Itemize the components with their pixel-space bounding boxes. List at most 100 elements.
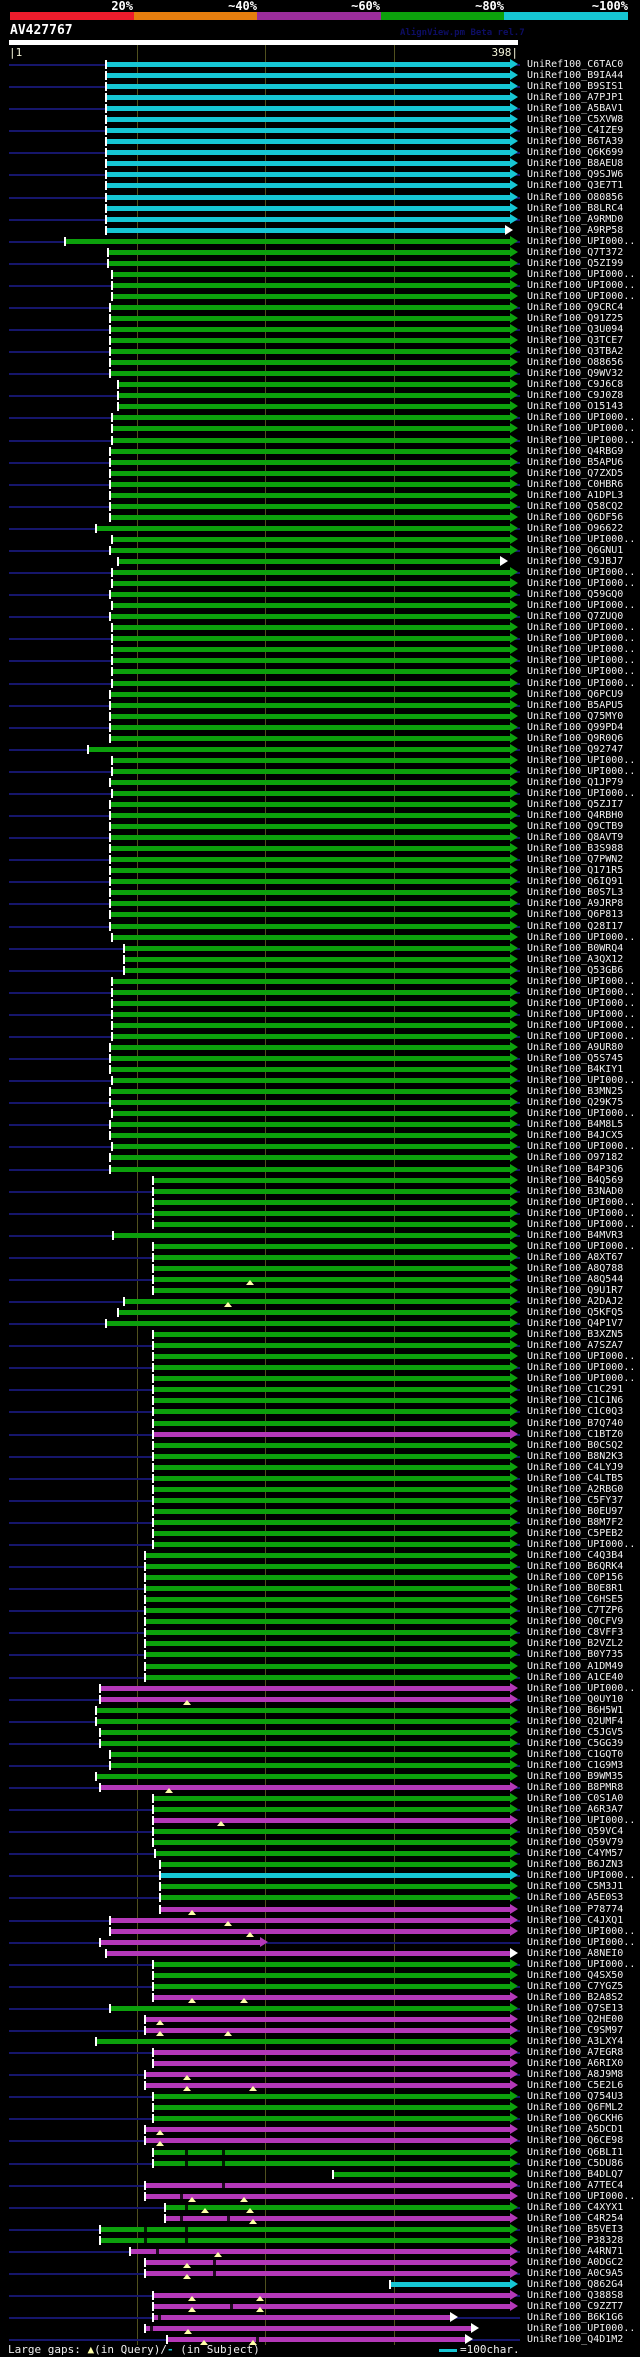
query-gap-icon: [216, 1821, 225, 1827]
subject-gap-icon: [226, 2215, 230, 2221]
scale-segment: [380, 12, 505, 20]
bar-start-tick: [105, 104, 108, 114]
query-gap-icon: [256, 2296, 265, 2302]
hit-accession-label: UniRef100_Q9SJW6: [527, 169, 624, 181]
alignment-row: UniRef100_Q6P813: [0, 909, 640, 920]
alignment-bar: [152, 2094, 511, 2100]
alignment-bar: [110, 923, 511, 929]
alignment-bar: [110, 779, 511, 785]
hit-accession-label: UniRef100_Q6CKH6: [527, 2113, 624, 2125]
hit-accession-label: UniRef100_B6JZN3: [527, 1859, 624, 1871]
bar-start-tick: [109, 1120, 112, 1130]
hit-accession-label: UniRef100_C6HSE5: [527, 1594, 624, 1606]
hit-accession-label: UniRef100_A2DAJ2: [527, 1296, 624, 1308]
hit-accession-label: UniRef100_B3XZN5: [527, 1329, 624, 1341]
arrowhead-icon: [510, 1682, 519, 1693]
hit-accession-label: UniRef100_A7TEC4: [527, 2179, 624, 2191]
hit-accession-label: UniRef100_Q6DF56: [527, 511, 624, 523]
alignment-bar: [152, 1508, 511, 1514]
hit-accession-label: UniRef100_P38328: [527, 2234, 624, 2246]
hit-accession-label: UniRef100_B4JCX5: [527, 1130, 624, 1142]
alignment-bar: [111, 570, 511, 576]
alignment-row: UniRef100_UPI000..: [0, 1207, 640, 1219]
query-gap-icon: [248, 2218, 257, 2224]
alignment-bar: [117, 382, 511, 388]
alignment-row: UniRef100_C9ZZT7: [0, 2301, 640, 2313]
arrowhead-icon: [510, 776, 519, 787]
alignment-bar: [110, 835, 511, 841]
alignment-row: UniRef100_UPI000..: [0, 765, 640, 777]
hit-accession-label: UniRef100_UPI000..: [527, 633, 636, 645]
query-gap-icon: [156, 2130, 165, 2136]
bar-start-tick: [143, 2070, 146, 2080]
alignment-row: UniRef100_C4JXQ1: [0, 1914, 640, 1926]
alignment-bar: [152, 1796, 511, 1802]
alignment-bar: [152, 1343, 511, 1349]
alignment-bar: [100, 2226, 511, 2232]
alignment-bar: [111, 293, 511, 299]
alignment-bar: [111, 415, 511, 421]
bar-start-tick: [109, 822, 112, 832]
hit-accession-label: UniRef100_Q3TBA2: [527, 346, 624, 358]
arrowhead-icon: [510, 2080, 519, 2091]
hit-accession-label: UniRef100_Q58CQ2: [527, 500, 624, 512]
alignment-bar: [152, 1398, 511, 1404]
query-gap-icon: [156, 2141, 165, 2147]
alignment-row: UniRef100_B8AEU8: [0, 158, 640, 169]
hit-accession-label: UniRef100_C4LYJ9: [527, 1461, 624, 1473]
arrowhead-icon: [510, 611, 519, 622]
arrowhead-icon: [510, 2013, 519, 2024]
alignment-bar: [144, 1575, 511, 1581]
bar-start-tick: [151, 1241, 154, 1251]
alignment-bar: [111, 625, 511, 631]
arrowhead-icon: [510, 1693, 519, 1704]
bar-start-tick: [109, 811, 112, 821]
alignment-bar: [110, 327, 511, 333]
bar-start-tick: [151, 1528, 154, 1538]
alignment-row: UniRef100_C8VFF3: [0, 1627, 640, 1638]
bar-start-tick: [109, 844, 112, 854]
bar-start-tick: [106, 258, 109, 268]
bar-start-tick: [143, 1606, 146, 1616]
hit-accession-label: UniRef100_A9RMD0: [527, 213, 624, 225]
bar-start-tick: [151, 1396, 154, 1406]
alignment-row: UniRef100_A6R3A7: [0, 1804, 640, 1815]
alignment-bar: [144, 1663, 511, 1669]
bar-start-tick: [105, 1948, 108, 1958]
arrowhead-icon: [450, 2312, 459, 2323]
alignment-row: UniRef100_C5FY37: [0, 1494, 640, 1506]
alignment-bar: [111, 282, 511, 288]
bar-start-tick: [110, 788, 113, 798]
hit-accession-label: UniRef100_Q0CFV9: [527, 1616, 624, 1628]
alignment-row: UniRef100_A7EGR8: [0, 2047, 640, 2058]
alignment-row: UniRef100_UPI000..: [0, 1008, 640, 1020]
hit-accession-label: UniRef100_A2RBG0: [527, 1483, 624, 1495]
alignment-row: UniRef100_B5APU5: [0, 699, 640, 711]
alignment-row: UniRef100_Q9R0Q6: [0, 732, 640, 744]
arrowhead-icon: [510, 1826, 519, 1837]
alignment-bar: [106, 227, 506, 233]
arrowhead-icon: [510, 1980, 519, 1991]
alignment-bar: [152, 1254, 511, 1260]
bar-start-tick: [64, 236, 67, 246]
arrowhead-icon: [510, 136, 519, 147]
arrowhead-icon: [510, 1704, 519, 1715]
arrowhead-icon: [510, 1207, 519, 1218]
alignment-row: UniRef100_B0Y735: [0, 1649, 640, 1660]
alignment-bar: [106, 95, 511, 101]
hit-accession-label: UniRef100_Q7ZXD5: [527, 467, 624, 479]
alignment-row: UniRef100_Q754U3: [0, 2091, 640, 2102]
arrowhead-icon: [510, 533, 519, 544]
bar-start-tick: [111, 1230, 114, 1240]
hit-accession-label: UniRef100_C1GQT0: [527, 1748, 624, 1760]
bar-start-tick: [99, 1727, 102, 1737]
alignment-bar: [152, 1464, 511, 1470]
alignment-bar: [110, 1122, 511, 1128]
bar-start-tick: [143, 1595, 146, 1605]
alignment-bar: [152, 2315, 451, 2321]
grid-line: [265, 45, 267, 2346]
alignment-bar: [152, 1994, 511, 2000]
hit-accession-label: UniRef100_Q5KFQ5: [527, 1307, 624, 1319]
arrowhead-icon: [510, 2168, 519, 2179]
alignment-bar: [152, 2293, 511, 2299]
